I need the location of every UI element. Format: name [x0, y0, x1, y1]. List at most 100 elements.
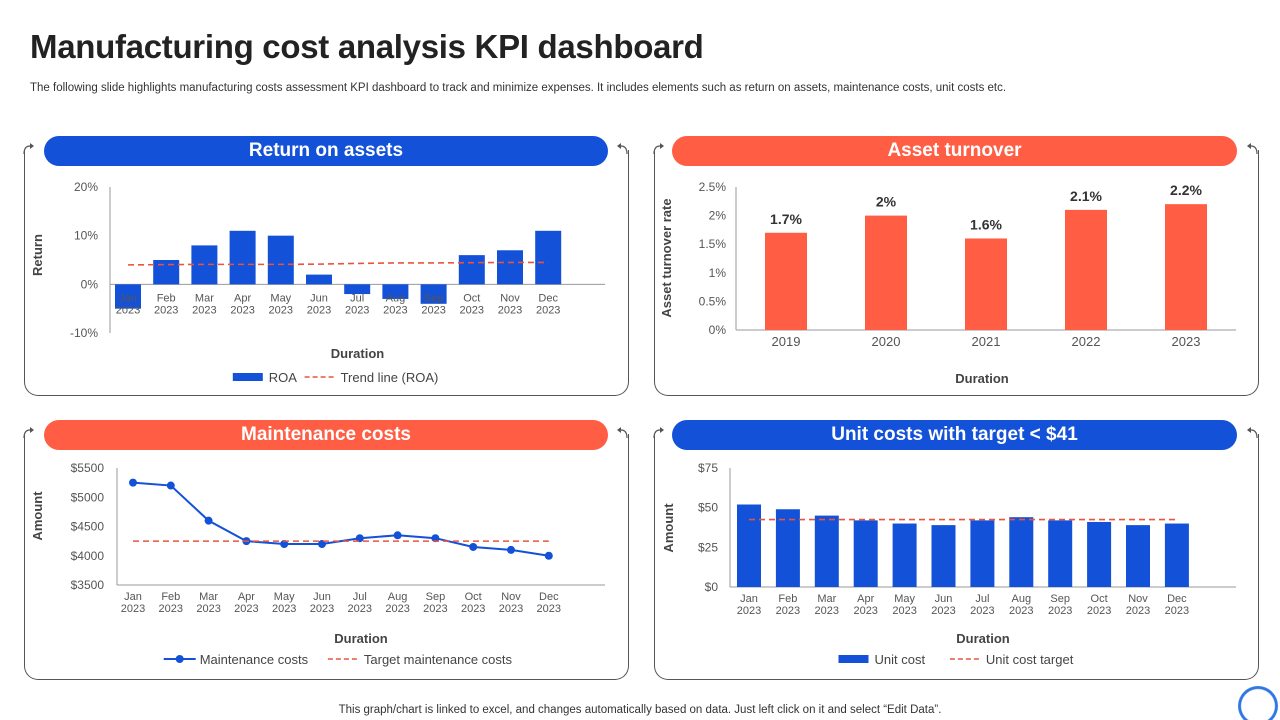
data-point [507, 545, 515, 554]
x-tick-label: 2023 [307, 304, 331, 316]
y-tick-label: $5000 [71, 490, 105, 504]
data-point [204, 516, 213, 525]
x-tick-label: 2023 [383, 304, 407, 316]
bar [1009, 517, 1034, 587]
x-tick-label: Aug [388, 591, 408, 603]
x-tick-label: 2023 [385, 603, 409, 615]
x-tick-label: 2023 [196, 603, 220, 615]
y-axis-title: Amount [30, 491, 45, 541]
y-axis-title: Amount [661, 503, 676, 553]
corner-arrow-icon [617, 143, 621, 149]
y-tick-label: $50 [698, 501, 718, 515]
data-point [431, 534, 440, 543]
bar [1065, 209, 1107, 330]
data-point [280, 540, 289, 549]
data-point [393, 531, 402, 540]
x-tick-label: Nov [501, 591, 521, 603]
y-tick-label: 0% [81, 277, 99, 291]
bar [344, 284, 371, 295]
y-axis-title: Return [30, 234, 45, 276]
x-tick-label: 2023 [1009, 605, 1033, 617]
x-tick-label: 2023 [121, 603, 145, 615]
bar [853, 520, 878, 587]
x-axis-title: Duration [331, 346, 385, 361]
y-tick-label: $4000 [71, 549, 105, 563]
x-tick-label: 2022 [1072, 334, 1101, 349]
data-point [469, 542, 478, 551]
corner-arrow-icon [617, 427, 621, 433]
bar [1126, 525, 1150, 587]
x-tick-label: 2023 [776, 605, 800, 617]
bar [1164, 523, 1189, 587]
x-tick-label: Jan [740, 593, 758, 605]
corner-arrow-icon [23, 429, 31, 439]
data-point [355, 534, 364, 543]
x-tick-label: 2023 [192, 304, 216, 316]
data-label: 2.2% [1170, 182, 1202, 198]
x-tick-label: May [274, 591, 295, 603]
x-tick-label: Nov [1128, 593, 1148, 605]
corner-arrow-icon [660, 427, 664, 433]
x-tick-label: 2023 [421, 304, 445, 316]
bar [153, 260, 180, 285]
corner-arrow-icon [620, 145, 628, 155]
asset-turnover-title: Asset turnover [672, 136, 1237, 166]
y-tick-label: 1.5% [699, 237, 727, 251]
y-tick-label: 1% [709, 266, 727, 280]
panel-return-on-assets [24, 150, 629, 396]
x-tick-label: Mar [195, 292, 214, 304]
bar [115, 284, 141, 309]
x-tick-label: Dec [538, 292, 558, 304]
bar [1165, 204, 1207, 330]
x-tick-label: 2023 [234, 603, 258, 615]
bar [865, 215, 907, 330]
x-tick-label: 2023 [892, 605, 916, 617]
panel-unit-costs [654, 434, 1259, 680]
x-tick-label: Oct [465, 591, 482, 603]
bar [535, 230, 562, 285]
data-point [166, 481, 175, 490]
x-tick-label: May [270, 292, 291, 304]
x-tick-label: 2023 [536, 304, 560, 316]
x-tick-label: Jul [350, 292, 364, 304]
x-tick-label: Jan [119, 292, 137, 304]
x-tick-label: 2023 [1048, 605, 1072, 617]
x-tick-label: Jun [935, 593, 953, 605]
legend-label: Unit cost target [986, 652, 1074, 667]
x-tick-label: 2020 [872, 334, 901, 349]
bar [965, 238, 1007, 330]
data-label: 1.6% [970, 216, 1002, 232]
x-tick-label: 2021 [972, 334, 1001, 349]
data-label: 2.1% [1070, 188, 1102, 204]
x-tick-label: 2019 [772, 334, 801, 349]
x-tick-label: Oct [1091, 593, 1108, 605]
y-tick-label: $5500 [71, 461, 105, 475]
bar [382, 284, 409, 299]
legend-label: Trend line (ROA) [341, 370, 439, 385]
data-point [318, 540, 326, 549]
x-tick-label: Sep [1050, 593, 1070, 605]
bar [1048, 520, 1073, 587]
x-tick-label: Feb [161, 591, 180, 603]
data-point [129, 478, 137, 487]
y-tick-label: 20% [74, 180, 98, 194]
x-tick-label: 2023 [348, 603, 372, 615]
unit-costs-title: Unit costs with target < $41 [672, 420, 1237, 450]
bar [306, 274, 332, 285]
bar [497, 250, 523, 285]
x-tick-label: Feb [778, 593, 797, 605]
x-tick-label: Dec [1167, 593, 1187, 605]
x-tick-label: Aug [386, 292, 406, 304]
trend-line [127, 261, 549, 266]
x-axis-title: Duration [955, 371, 1009, 386]
corner-arrow-icon [653, 429, 661, 439]
corner-arrow-icon [1250, 429, 1258, 439]
legend-swatch [838, 655, 869, 663]
legend-label: Unit cost [875, 652, 926, 667]
corner-arrow-icon [620, 429, 628, 439]
x-tick-label: Jun [310, 292, 328, 304]
y-tick-label: $25 [698, 540, 718, 554]
bar [1087, 521, 1112, 587]
